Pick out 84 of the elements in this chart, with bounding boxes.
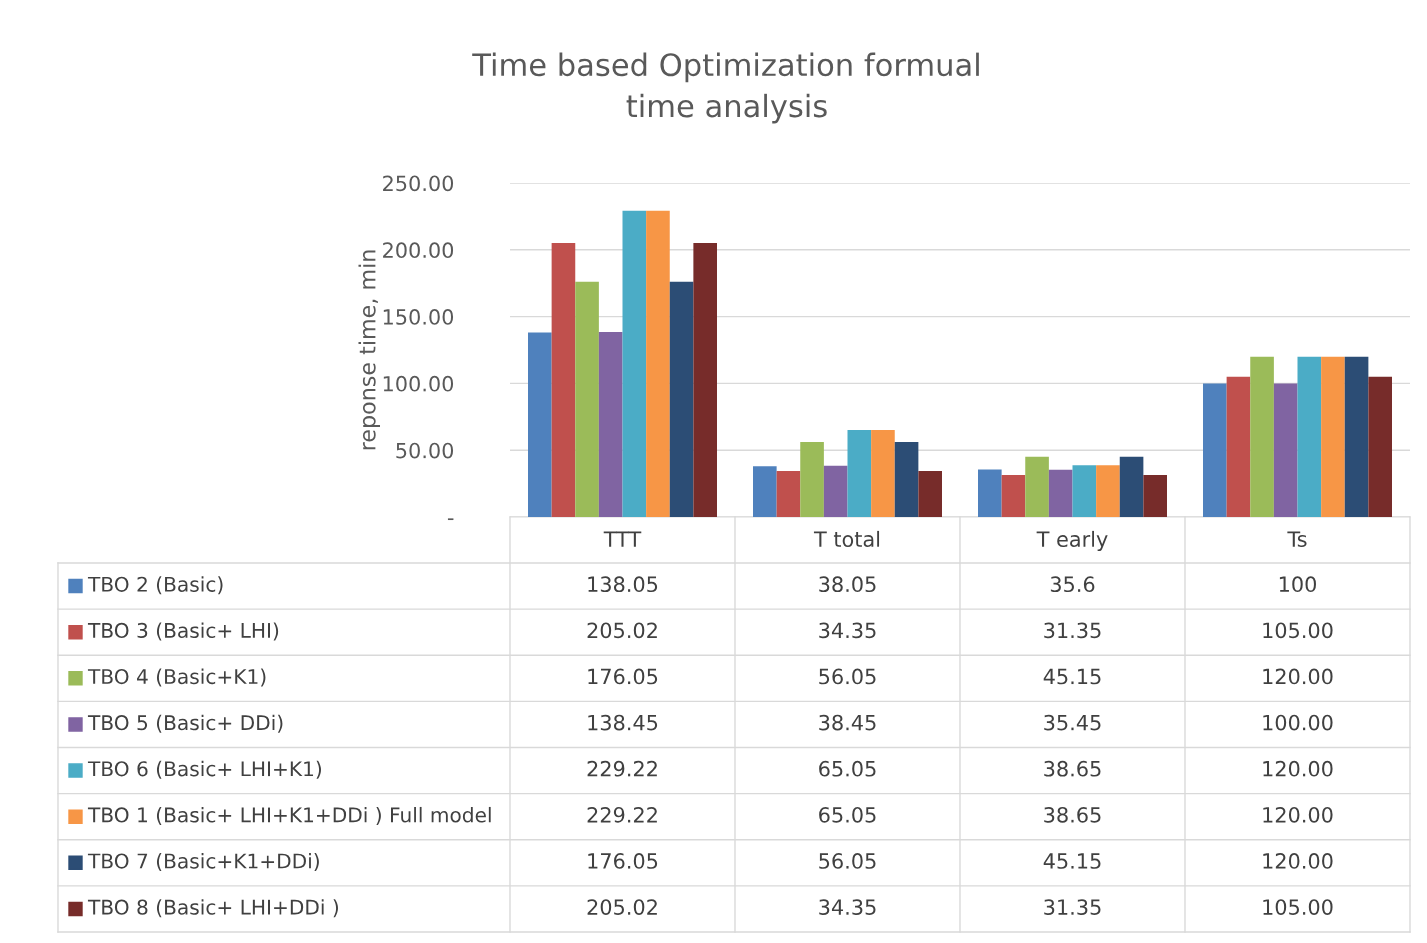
- bar: [1273, 383, 1298, 517]
- bar: [918, 471, 942, 517]
- data-label: 138.45: [588, 714, 658, 731]
- bar: [894, 442, 919, 517]
- bar: [847, 430, 872, 517]
- data-label: 229.22: [587, 760, 657, 777]
- data-label: 65.05: [819, 760, 876, 777]
- bar: [1203, 383, 1227, 517]
- data-label: 100: [1279, 576, 1316, 593]
- bar: [598, 332, 623, 517]
- y-tick-label: 200.00: [383, 242, 454, 259]
- bar: [1119, 456, 1144, 517]
- bar: [1226, 376, 1251, 517]
- data-label: 56.05: [819, 853, 876, 869]
- data-label: 229.22: [587, 806, 657, 823]
- bar: [1297, 356, 1322, 517]
- data-label: 105.00: [1263, 622, 1333, 639]
- data-label: 120.00: [1263, 853, 1333, 869]
- y-tick-label: 250.00: [383, 175, 454, 192]
- data-label: 38.65: [1044, 760, 1101, 777]
- y-tick-label: -: [447, 518, 454, 521]
- bar: [800, 442, 824, 517]
- chart-title: Time based Optimization formual time analysis: [472, 52, 979, 124]
- bar: [1048, 469, 1073, 517]
- data-label: 176.05: [588, 668, 658, 685]
- data-label: 120.00: [1263, 806, 1333, 823]
- data-label: 138.05: [588, 576, 658, 593]
- data-label: 176.05: [588, 853, 658, 869]
- data-label: 38.65: [1044, 806, 1101, 823]
- data-label: 120.00: [1263, 668, 1333, 685]
- legend-label: TBO 5 (Basic+ DDi): [87, 714, 283, 733]
- data-label: 35.45: [1044, 714, 1101, 731]
- data-label: 120.00: [1263, 760, 1333, 777]
- y-axis-title: reponse time, min: [358, 250, 380, 450]
- data-label: 205.02: [587, 622, 657, 639]
- bar: [871, 430, 895, 517]
- data-label: 45.15: [1043, 668, 1101, 685]
- data-label: 35.6: [1050, 576, 1095, 593]
- x-tick-label: T total: [813, 530, 880, 548]
- legend-label: TBO 4 (Basic+K1): [87, 668, 266, 687]
- data-label: 31.35: [1044, 899, 1101, 915]
- data-label: 105.00: [1263, 899, 1333, 915]
- y-tick-label: 50.00: [396, 442, 454, 459]
- data-label: 34.35: [819, 899, 876, 915]
- bar: [551, 243, 576, 517]
- bar: [693, 243, 717, 517]
- bar: [776, 471, 801, 517]
- legend-label: TBO 1 (Basic+ LHI+K1+DDi ) Full model: [87, 806, 491, 825]
- legend-label: TBO 6 (Basic+ LHI+K1): [87, 760, 322, 779]
- x-tick-label: T early: [1036, 530, 1108, 552]
- y-tick-label: 100.00: [383, 375, 454, 392]
- legend-label: TBO 7 (Basic+K1+DDi): [87, 853, 319, 872]
- x-tick-label: Ts: [1287, 531, 1307, 548]
- legend-label: TBO 3 (Basic+ LHI): [87, 622, 279, 641]
- data-label: 34.35: [819, 622, 876, 639]
- bar: [1344, 356, 1369, 517]
- data-label: 45.15: [1043, 853, 1101, 869]
- bar: [1001, 475, 1026, 517]
- bar: [575, 281, 599, 517]
- data-label: 31.35: [1044, 622, 1101, 639]
- bar: [1368, 376, 1392, 517]
- bar: [753, 466, 777, 517]
- bar: [1072, 465, 1097, 517]
- bar: [978, 469, 1002, 517]
- bar: [1250, 356, 1274, 517]
- data-label: 100.00: [1263, 714, 1333, 731]
- bar: [1321, 356, 1345, 517]
- data-label: 205.02: [587, 899, 657, 915]
- bar: [669, 281, 694, 517]
- data-label: 65.05: [819, 806, 876, 823]
- bar: [646, 210, 670, 517]
- bar: [1143, 475, 1167, 517]
- bar: [823, 465, 848, 517]
- data-label: 56.05: [819, 668, 876, 685]
- legend-label: TBO 8 (Basic+ LHI+DDi ): [87, 899, 338, 918]
- y-tick-label: 150.00: [383, 309, 454, 325]
- legend-label: TBO 2 (Basic): [87, 576, 223, 595]
- x-tick-label: TTT: [603, 531, 642, 547]
- data-label: 38.45: [819, 714, 876, 731]
- bar: [1096, 465, 1120, 517]
- bar: [622, 210, 647, 517]
- data-label: 38.05: [819, 576, 876, 593]
- bar: [1025, 456, 1049, 517]
- bar: [528, 332, 552, 517]
